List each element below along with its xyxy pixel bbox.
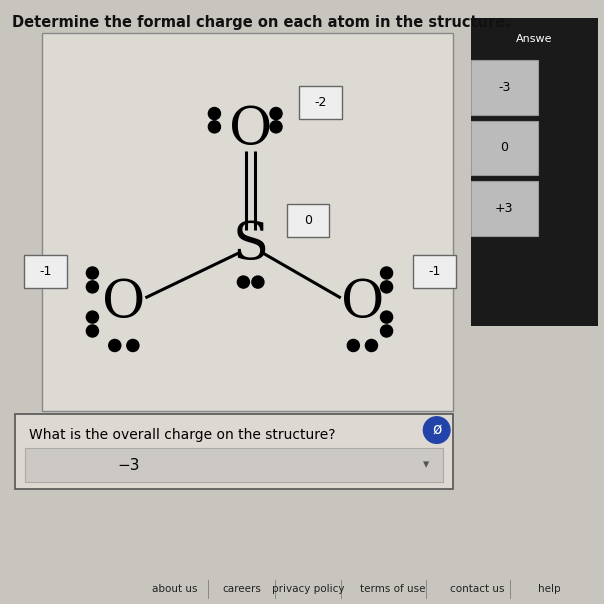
Circle shape xyxy=(381,311,393,323)
Circle shape xyxy=(270,108,282,120)
Circle shape xyxy=(381,281,393,293)
Text: O: O xyxy=(341,277,384,327)
Circle shape xyxy=(381,267,393,279)
Text: Answe: Answe xyxy=(516,34,553,44)
Text: help: help xyxy=(538,584,561,594)
Text: 0: 0 xyxy=(304,214,312,227)
Text: -3: -3 xyxy=(498,81,510,94)
Text: careers: careers xyxy=(222,584,261,594)
Circle shape xyxy=(208,121,220,133)
Text: Determine the formal charge on each atom in the structure.: Determine the formal charge on each atom… xyxy=(12,15,511,30)
Text: about us: about us xyxy=(152,584,198,594)
FancyBboxPatch shape xyxy=(25,448,443,482)
Circle shape xyxy=(347,339,359,352)
Circle shape xyxy=(109,339,121,352)
Text: terms of use: terms of use xyxy=(360,584,425,594)
FancyBboxPatch shape xyxy=(287,204,330,237)
Circle shape xyxy=(270,121,282,133)
Text: contact us: contact us xyxy=(450,584,504,594)
Circle shape xyxy=(127,339,139,352)
Text: ø: ø xyxy=(432,423,442,437)
Text: −3: −3 xyxy=(118,458,140,472)
Text: +3: +3 xyxy=(495,202,513,215)
FancyBboxPatch shape xyxy=(471,181,538,236)
FancyBboxPatch shape xyxy=(471,18,598,326)
FancyBboxPatch shape xyxy=(413,255,457,288)
Text: ▾: ▾ xyxy=(423,458,429,472)
FancyBboxPatch shape xyxy=(42,33,453,411)
Circle shape xyxy=(86,311,98,323)
Text: privacy policy: privacy policy xyxy=(272,584,344,594)
Text: O: O xyxy=(229,104,272,155)
Circle shape xyxy=(86,281,98,293)
Circle shape xyxy=(381,325,393,337)
Circle shape xyxy=(365,339,378,352)
Text: -1: -1 xyxy=(429,265,441,278)
Text: O: O xyxy=(102,277,146,327)
Circle shape xyxy=(86,267,98,279)
FancyBboxPatch shape xyxy=(471,60,538,115)
Circle shape xyxy=(252,276,264,288)
Circle shape xyxy=(423,417,450,443)
FancyBboxPatch shape xyxy=(15,414,453,489)
FancyBboxPatch shape xyxy=(24,255,66,288)
Text: -1: -1 xyxy=(39,265,51,278)
Text: S: S xyxy=(233,219,269,270)
Circle shape xyxy=(86,325,98,337)
FancyBboxPatch shape xyxy=(299,86,342,119)
Text: -2: -2 xyxy=(314,96,326,109)
Text: What is the overall charge on the structure?: What is the overall charge on the struct… xyxy=(29,428,335,442)
Text: 0: 0 xyxy=(500,141,509,155)
FancyBboxPatch shape xyxy=(471,121,538,175)
Circle shape xyxy=(208,108,220,120)
Circle shape xyxy=(237,276,249,288)
